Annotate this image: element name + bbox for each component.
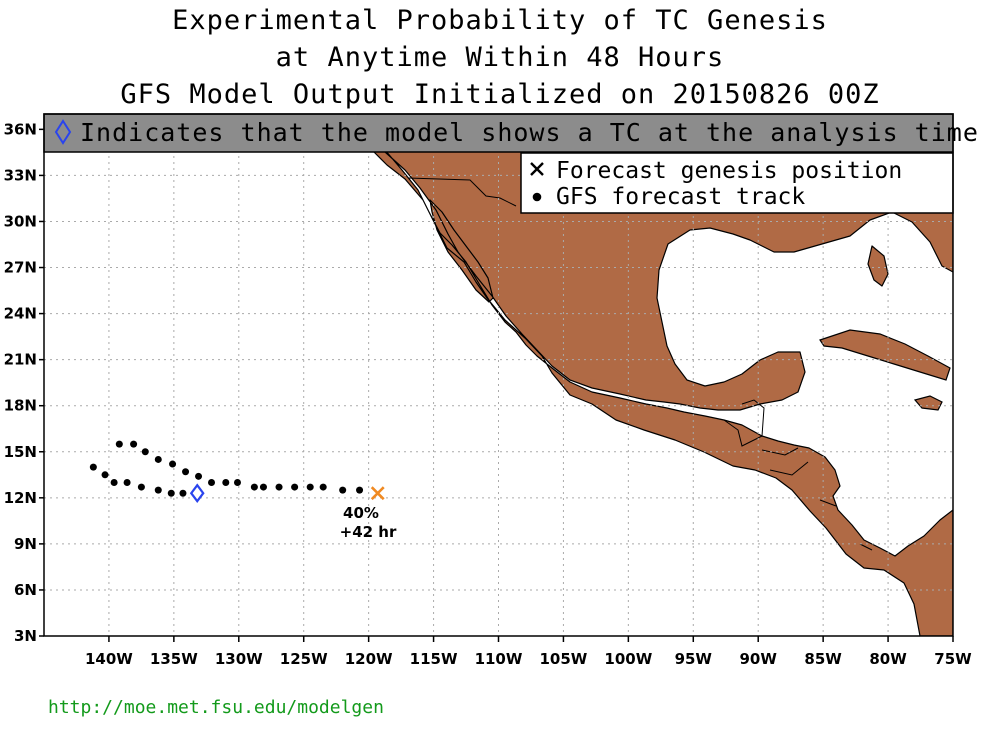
x-tick-label: 90W bbox=[740, 650, 778, 668]
track-point bbox=[123, 478, 131, 486]
x-tick-label: 110W bbox=[475, 650, 523, 668]
track-point bbox=[233, 478, 241, 486]
track-point bbox=[115, 440, 123, 448]
land-north-america bbox=[359, 114, 953, 636]
genesis-lead-time-label: +42 hr bbox=[340, 523, 397, 541]
x-mark-icon bbox=[530, 162, 544, 176]
dot-icon bbox=[532, 192, 542, 202]
y-tick-label: 12N bbox=[4, 489, 37, 507]
banner-text: Indicates that the model shows a TC at t… bbox=[80, 118, 979, 147]
x-tick-label: 105W bbox=[539, 650, 587, 668]
analysis-banner: Indicates that the model shows a TC at t… bbox=[43, 113, 979, 153]
track-point bbox=[137, 483, 145, 491]
analysis-diamond-marker bbox=[189, 483, 205, 504]
track-point bbox=[356, 486, 364, 494]
track-point bbox=[319, 483, 327, 491]
legend-item-genesis: Forecast genesis position bbox=[556, 158, 902, 184]
track-point bbox=[208, 478, 216, 486]
y-tick-label: 30N bbox=[4, 212, 37, 230]
x-tick-label: 75W bbox=[934, 650, 972, 668]
track-point bbox=[89, 463, 97, 471]
y-tick-label: 3N bbox=[14, 627, 37, 645]
border-us-mexico bbox=[407, 177, 517, 207]
y-tick-label: 21N bbox=[4, 351, 37, 369]
x-tick-label: 130W bbox=[215, 650, 263, 668]
track-point bbox=[179, 489, 187, 497]
track-point bbox=[291, 483, 299, 491]
y-tick-label: 27N bbox=[4, 259, 37, 277]
y-tick-label: 33N bbox=[4, 166, 37, 184]
track-point bbox=[154, 486, 162, 494]
x-tick-label: 135W bbox=[150, 650, 198, 668]
x-tick-label: 95W bbox=[675, 650, 713, 668]
source-url[interactable]: http://moe.met.fsu.edu/modelgen bbox=[48, 697, 384, 718]
track-point bbox=[306, 483, 314, 491]
title-line-1: Experimental Probability of TC Genesis bbox=[172, 5, 828, 36]
x-tick-label: 85W bbox=[804, 650, 842, 668]
track-point bbox=[167, 489, 175, 497]
track-point bbox=[182, 468, 190, 476]
y-tick-label: 36N bbox=[4, 120, 37, 138]
track-point bbox=[222, 478, 230, 486]
banner-box bbox=[43, 113, 954, 153]
y-tick-label: 9N bbox=[14, 535, 37, 553]
x-tick-label: 140W bbox=[85, 650, 133, 668]
track-point bbox=[141, 448, 149, 456]
track-point bbox=[339, 486, 347, 494]
legend: Forecast genesis position GFS forecast t… bbox=[520, 152, 954, 214]
title-line-2: at Anytime Within 48 Hours bbox=[275, 42, 725, 73]
y-tick-label: 6N bbox=[14, 581, 37, 599]
track-point bbox=[275, 483, 283, 491]
track-point bbox=[169, 460, 177, 468]
track-point bbox=[250, 483, 258, 491]
y-tick-label: 24N bbox=[4, 305, 37, 323]
track-point bbox=[110, 478, 118, 486]
track-point bbox=[130, 440, 138, 448]
land-cuba bbox=[819, 329, 951, 381]
genesis-markers bbox=[189, 483, 385, 504]
track-point bbox=[101, 471, 109, 479]
x-tick-label: 125W bbox=[280, 650, 328, 668]
y-tick-label: 18N bbox=[4, 397, 37, 415]
genesis-x-marker bbox=[370, 486, 385, 501]
track-point bbox=[154, 455, 162, 463]
track-point bbox=[195, 472, 203, 480]
diamond-icon bbox=[54, 119, 72, 145]
land-layer bbox=[359, 114, 953, 636]
x-tick-label: 80W bbox=[869, 650, 907, 668]
forecast-track bbox=[89, 440, 364, 497]
genesis-probability-label: 40% bbox=[343, 504, 379, 522]
legend-box bbox=[520, 152, 954, 214]
x-tick-label: 120W bbox=[345, 650, 393, 668]
x-tick-label: 115W bbox=[410, 650, 458, 668]
x-tick-label: 100W bbox=[604, 650, 652, 668]
axes: 140W 135W 130W 125W 120W 115W 110W 105W 100W 95W 9… bbox=[4, 120, 973, 668]
legend-item-track: GFS forecast track bbox=[556, 184, 805, 210]
border-mexico-guatemala bbox=[723, 399, 765, 447]
title-line-3: GFS Model Output Initialized on 20150826… bbox=[120, 79, 880, 110]
y-tick-label: 15N bbox=[4, 443, 37, 461]
track-point bbox=[259, 483, 267, 491]
border-central-america bbox=[761, 447, 873, 551]
